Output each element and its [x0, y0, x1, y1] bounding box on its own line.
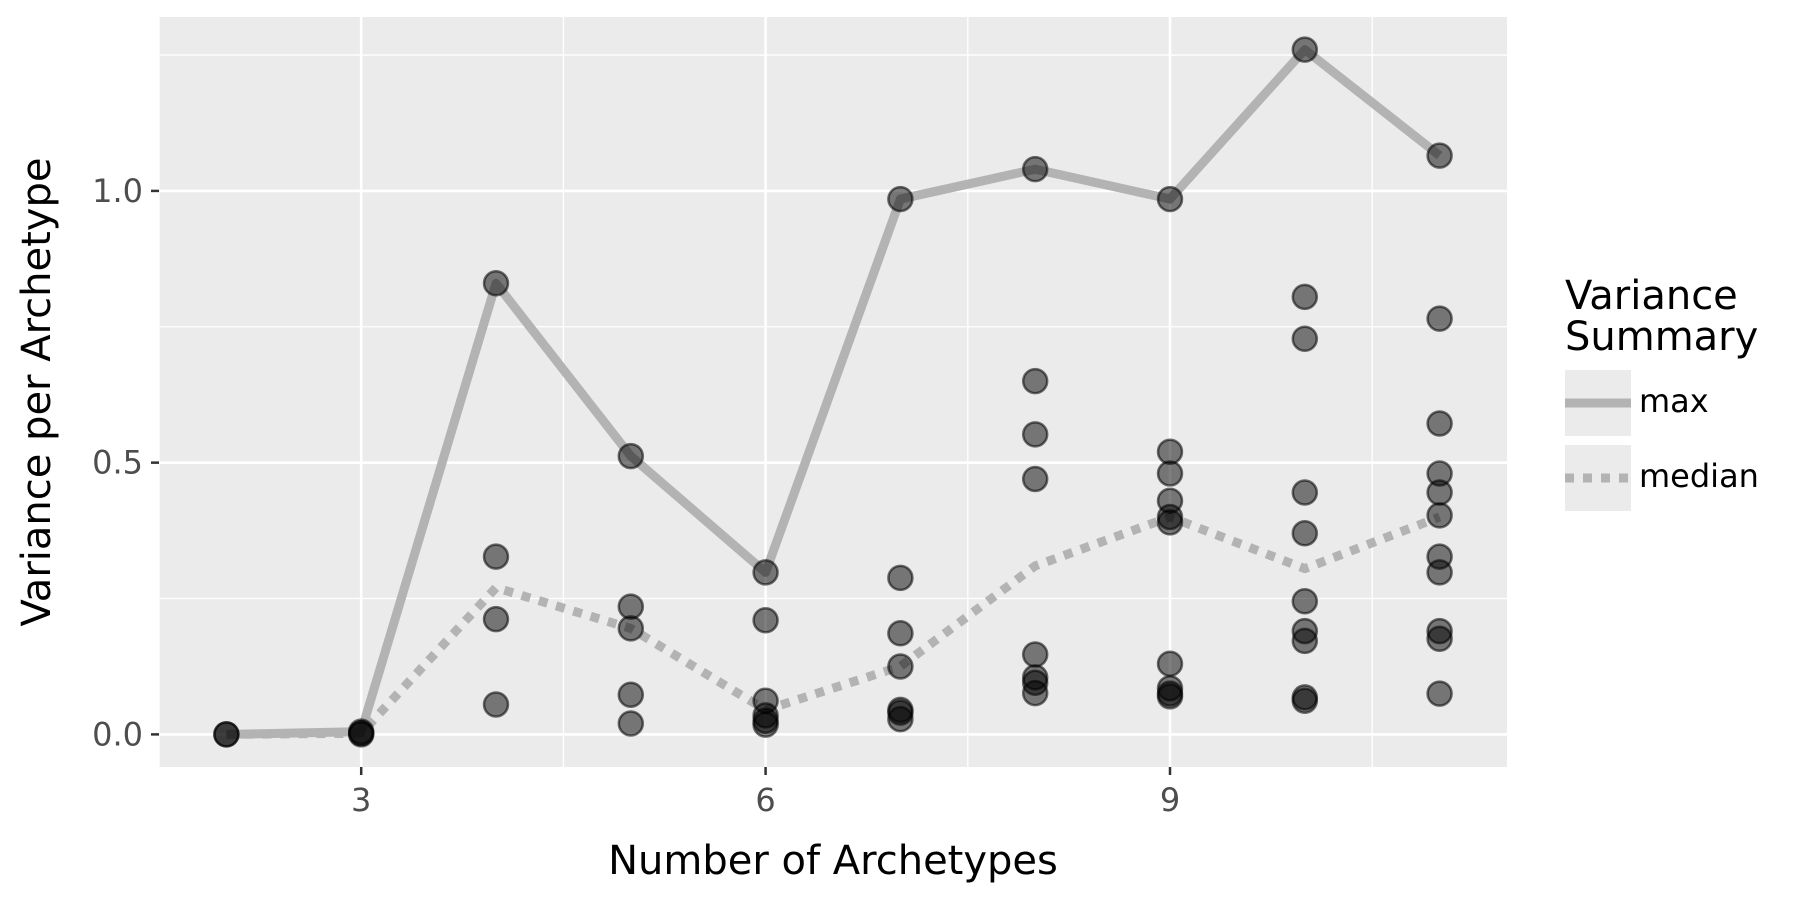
data-point — [1156, 650, 1184, 677]
x-tick-label: 3 — [351, 781, 371, 819]
legend-label-max: max — [1639, 382, 1709, 420]
data-point — [482, 543, 510, 570]
grid-layer — [158, 17, 1507, 767]
x-tick-label: 9 — [1160, 781, 1180, 819]
data-point — [617, 593, 645, 620]
data-point — [617, 710, 645, 737]
data-point — [752, 711, 779, 738]
data-point — [617, 615, 645, 642]
data-point — [887, 620, 914, 647]
data-point — [1021, 155, 1049, 183]
x-tick-label: 6 — [755, 781, 775, 819]
legend-title-line-2: Summary — [1565, 314, 1758, 360]
data-point — [1426, 305, 1453, 332]
data-point — [1291, 687, 1319, 714]
x-axis-label: Number of Archetypes — [608, 838, 1058, 884]
data-point — [482, 270, 510, 297]
data-point — [1291, 283, 1319, 311]
data-point — [1156, 683, 1184, 710]
legend-label-median: median — [1639, 457, 1759, 495]
y-tick-label: 0.5 — [92, 444, 143, 482]
data-point — [1291, 587, 1319, 615]
data-point — [752, 607, 779, 634]
data-point — [1156, 509, 1184, 536]
data-point — [1291, 520, 1319, 547]
series-line-max — [226, 45, 1443, 739]
points-layer — [213, 36, 1453, 748]
data-point — [617, 442, 645, 470]
y-tick-label: 1.0 — [92, 172, 143, 210]
data-point — [1426, 625, 1453, 652]
tick-labels-layer: 3 6 9 0.0 0.5 1.0 — [92, 172, 1180, 819]
data-point — [1291, 325, 1319, 352]
data-point — [1426, 479, 1453, 506]
data-point — [1021, 367, 1049, 395]
data-point — [752, 559, 779, 586]
legend: Variance Summary max median — [1565, 273, 1759, 511]
data-point — [1021, 679, 1049, 707]
y-axis-label: Variance per Archetype — [14, 158, 60, 627]
data-point — [213, 721, 240, 748]
data-point — [347, 720, 375, 747]
data-point — [887, 653, 914, 680]
data-point — [1426, 410, 1453, 437]
y-tick-label: 0.0 — [92, 715, 143, 753]
series-line-median — [226, 512, 1442, 739]
data-point — [617, 681, 645, 708]
data-point — [887, 185, 914, 213]
data-point — [1426, 559, 1453, 586]
data-point — [1156, 185, 1184, 213]
data-point — [1426, 680, 1453, 707]
summary-lines-layer — [226, 45, 1443, 739]
data-point — [1021, 421, 1049, 448]
data-point — [1156, 460, 1184, 487]
data-point — [1156, 438, 1184, 466]
data-point — [1426, 142, 1453, 169]
data-point — [1291, 479, 1319, 506]
data-point — [482, 605, 510, 633]
data-point — [887, 705, 914, 733]
data-point — [887, 564, 914, 592]
data-point — [1021, 465, 1049, 493]
data-point — [1291, 36, 1319, 63]
data-point — [1291, 627, 1319, 655]
legend-title-line-1: Variance — [1565, 273, 1738, 319]
data-point — [1426, 502, 1453, 529]
data-point — [1021, 641, 1049, 668]
data-point — [482, 691, 510, 718]
